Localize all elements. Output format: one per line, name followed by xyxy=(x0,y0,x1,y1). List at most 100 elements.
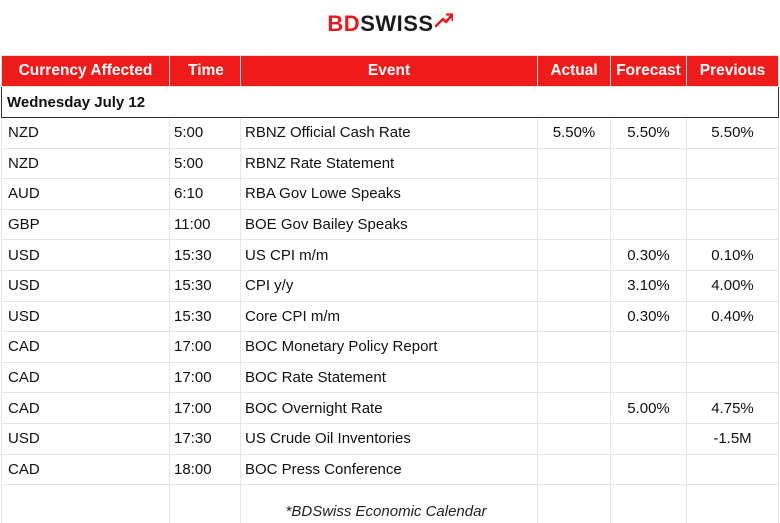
cell-currency: USD xyxy=(1,269,170,302)
cell-previous xyxy=(686,453,779,486)
header-actual: Actual xyxy=(537,55,611,87)
empty-cell xyxy=(610,484,687,523)
cell-previous xyxy=(686,361,779,394)
calendar-caption: *BDSwiss Economic Calendar xyxy=(273,501,499,523)
cell-event: BOC Overnight Rate xyxy=(240,392,538,424)
table-row: AUD 6:10 RBA Gov Lowe Speaks xyxy=(1,178,779,210)
table-row: USD 15:30 US CPI m/m 0.30% 0.10% xyxy=(1,239,779,271)
cell-previous xyxy=(686,331,779,363)
cell-actual xyxy=(537,269,611,302)
cell-currency: USD xyxy=(1,422,170,455)
cell-actual xyxy=(537,331,611,363)
cell-forecast xyxy=(610,331,687,363)
cell-currency: CAD xyxy=(1,392,170,424)
cell-currency: USD xyxy=(1,300,170,333)
table-row: NZD 5:00 RBNZ Rate Statement xyxy=(1,147,779,180)
cell-currency: NZD xyxy=(1,117,170,149)
empty-cell xyxy=(169,484,241,523)
empty-footer-row xyxy=(1,484,779,523)
cell-previous: 4.75% xyxy=(686,392,779,424)
cell-actual xyxy=(537,453,611,486)
cell-time: 17:00 xyxy=(169,392,241,424)
cell-previous xyxy=(686,208,779,241)
header-event: Event xyxy=(240,55,538,87)
cell-currency: CAD xyxy=(1,331,170,363)
cell-time: 6:10 xyxy=(169,178,241,210)
cell-event: RBNZ Rate Statement xyxy=(240,147,538,180)
cell-actual xyxy=(537,178,611,210)
cell-time: 17:00 xyxy=(169,331,241,363)
bdswiss-logo: BDSWISS xyxy=(0,12,780,36)
cell-currency: CAD xyxy=(1,361,170,394)
day-label: Wednesday July 12 xyxy=(1,86,779,118)
header-previous: Previous xyxy=(686,55,779,87)
cell-actual xyxy=(537,361,611,394)
cell-forecast xyxy=(610,453,687,486)
cell-time: 5:00 xyxy=(169,117,241,149)
cell-time: 11:00 xyxy=(169,208,241,241)
cell-forecast xyxy=(610,147,687,180)
cell-forecast: 3.10% xyxy=(610,269,687,302)
table-body: Wednesday July 12 NZD 5:00 RBNZ Official C… xyxy=(1,86,779,523)
cell-actual xyxy=(537,392,611,424)
cell-time: 18:00 xyxy=(169,453,241,486)
cell-actual: 5.50% xyxy=(537,117,611,149)
cell-event: CPI y/y xyxy=(240,269,538,302)
table-row: USD 15:30 Core CPI m/m 0.30% 0.40% xyxy=(1,300,779,333)
cell-forecast: 5.00% xyxy=(610,392,687,424)
cell-actual xyxy=(537,239,611,271)
table-row: GBP 11:00 BOE Gov Bailey Speaks xyxy=(1,208,779,241)
cell-time: 17:30 xyxy=(169,422,241,455)
cell-previous: -1.5M xyxy=(686,422,779,455)
cell-forecast xyxy=(610,361,687,394)
cell-event: RBNZ Official Cash Rate xyxy=(240,117,538,149)
cell-forecast: 0.30% xyxy=(610,239,687,271)
empty-cell xyxy=(686,484,779,523)
cell-time: 15:30 xyxy=(169,269,241,302)
cell-forecast xyxy=(610,208,687,241)
cell-actual xyxy=(537,208,611,241)
empty-cell xyxy=(1,484,170,523)
header-forecast: Forecast xyxy=(610,55,687,87)
cell-actual xyxy=(537,422,611,455)
cell-event: US Crude Oil Inventories xyxy=(240,422,538,455)
header-currency: Currency Affected xyxy=(1,55,170,87)
cell-actual xyxy=(537,300,611,333)
cell-previous: 4.00% xyxy=(686,269,779,302)
header-row: Currency Affected Time Event Actual Fore… xyxy=(1,55,779,87)
cell-time: 15:30 xyxy=(169,239,241,271)
cell-event: BOC Press Conference xyxy=(240,453,538,486)
logo-swoosh-icon xyxy=(434,13,453,28)
cell-time: 5:00 xyxy=(169,147,241,180)
cell-event: BOC Monetary Policy Report xyxy=(240,331,538,363)
logo-bd-text: BD xyxy=(327,11,361,36)
cell-forecast xyxy=(610,422,687,455)
cell-time: 17:00 xyxy=(169,361,241,394)
cell-forecast: 5.50% xyxy=(610,117,687,149)
cell-event: BOE Gov Bailey Speaks xyxy=(240,208,538,241)
cell-event: BOC Rate Statement xyxy=(240,361,538,394)
cell-event: US CPI m/m xyxy=(240,239,538,271)
table-row: USD 15:30 CPI y/y 3.10% 4.00% xyxy=(1,269,779,302)
day-row: Wednesday July 12 xyxy=(1,86,779,118)
cell-currency: AUD xyxy=(1,178,170,210)
cell-forecast xyxy=(610,178,687,210)
table-row: USD 17:30 US Crude Oil Inventories -1.5M xyxy=(1,422,779,455)
cell-forecast: 0.30% xyxy=(610,300,687,333)
economic-calendar-table: Currency Affected Time Event Actual Fore… xyxy=(1,55,779,523)
cell-previous xyxy=(686,147,779,180)
cell-currency: USD xyxy=(1,239,170,271)
cell-actual xyxy=(537,147,611,180)
cell-previous: 0.10% xyxy=(686,239,779,271)
table-row: NZD 5:00 RBNZ Official Cash Rate 5.50% 5.50%… xyxy=(1,117,779,149)
cell-currency: CAD xyxy=(1,453,170,486)
cell-previous: 5.50% xyxy=(686,117,779,149)
cell-event: Core CPI m/m xyxy=(240,300,538,333)
table-row: CAD 17:00 BOC Rate Statement xyxy=(1,361,779,394)
cell-time: 15:30 xyxy=(169,300,241,333)
header-time: Time xyxy=(169,55,241,87)
cell-currency: GBP xyxy=(1,208,170,241)
table-header: Currency Affected Time Event Actual Fore… xyxy=(1,55,779,87)
cell-previous xyxy=(686,178,779,210)
logo-swiss-text: SWISS xyxy=(360,11,434,36)
